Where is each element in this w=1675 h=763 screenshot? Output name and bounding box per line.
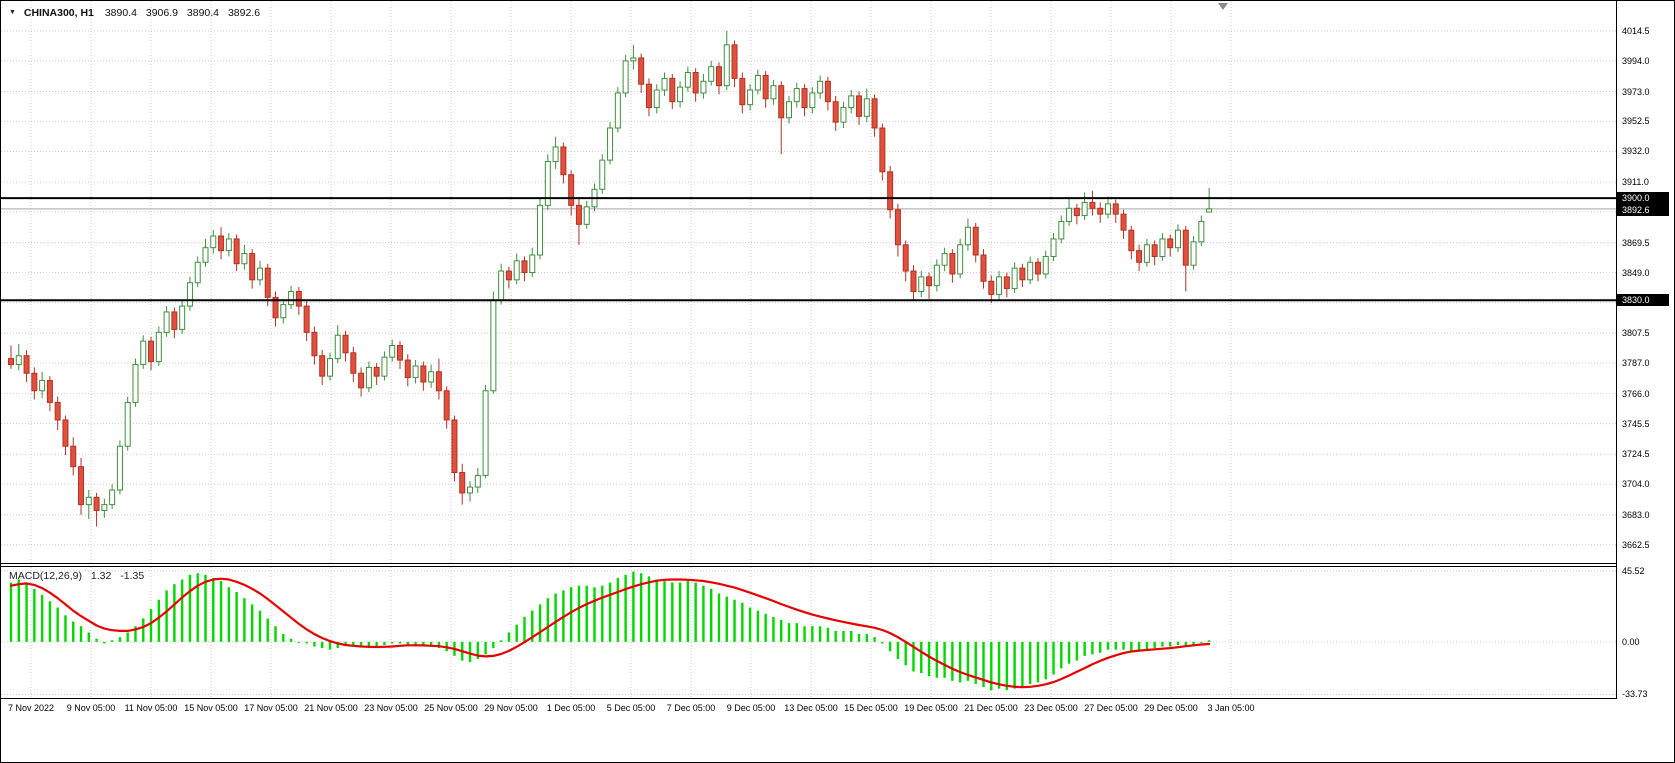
time-axis-divider-line [1,698,1616,699]
macd-main-value: 1.32 [90,570,112,582]
price-axis-separator [1616,1,1617,699]
price-level-badge: 3830.0 [1617,294,1669,307]
macd-signal-value: -1.35 [120,570,145,582]
time-axis[interactable]: 7 Nov 2022 9 Nov 05:00 11 Nov 05:00 15 Nov … [1,699,1616,721]
price-tick-label: 3704.0 [1622,479,1650,490]
time-tick-label: 29 Dec 05:00 [1144,703,1198,713]
time-tick-label: 17 Nov 05:00 [244,703,298,713]
main-chart-canvas[interactable] [1,1,1616,563]
time-tick-label: 21 Dec 05:00 [964,703,1018,713]
price-tick-label: 3932.0 [1622,146,1650,157]
macd-pane-canvas[interactable] [1,567,1616,698]
time-tick-label: 3 Jan 05:00 [1207,703,1255,713]
time-tick-label: 23 Nov 05:00 [364,703,418,713]
price-tick-label: 3683.0 [1622,509,1650,520]
price-level-badge: 3900.0 [1617,192,1669,205]
price-tick-label: 3787.0 [1622,358,1650,368]
macd-tick-label: 0.00 [1622,636,1640,647]
time-tick-label: 27 Dec 05:00 [1084,703,1138,713]
time-tick-label: 5 Dec 05:00 [606,703,656,713]
ohlc-open-value: 3890.4 [104,7,137,19]
price-tick-label: 3724.5 [1622,449,1650,460]
time-tick-label: 7 Dec 05:00 [666,703,716,713]
pane-divider-line[interactable] [1,563,1616,564]
time-tick-label: 25 Nov 05:00 [424,703,478,713]
macd-name-label: MACD(12,26,9) [9,570,82,582]
macd-indicator-label: MACD(12,26,9) 1.32 -1.35 [9,570,144,582]
price-tick-label: 3745.5 [1622,418,1650,429]
price-tick-label: 3952.5 [1622,116,1650,127]
chart-shift-marker[interactable] [1218,3,1228,10]
time-tick-label: 11 Nov 05:00 [124,703,178,713]
macd-tick-label: -33.73 [1622,689,1648,700]
time-tick-label: 19 Dec 05:00 [904,703,958,713]
price-tick-label: 3973.0 [1622,86,1650,97]
price-tick-label: 3994.0 [1622,55,1650,66]
time-tick-label: 29 Nov 05:00 [484,703,538,713]
time-tick-label: 9 Nov 05:00 [66,703,116,713]
time-tick-label: 1 Dec 05:00 [546,703,596,713]
time-tick-label: 13 Dec 05:00 [784,703,838,713]
price-tick-label: 4014.5 [1622,25,1650,36]
time-tick-label: 21 Nov 05:00 [304,703,358,713]
price-axis[interactable]: 4014.5 3994.0 3973.0 3952.5 3932.0 3911.0 3869… [1617,1,1674,762]
price-tick-label: 3849.0 [1622,267,1650,278]
price-tick-label: 3766.0 [1622,388,1650,399]
price-tick-label: 3869.5 [1622,237,1650,248]
symbol-ohlc-readout: ▼ CHINA300, H1 3890.4 3906.9 3890.4 3892… [9,7,266,19]
time-tick-label: 23 Dec 05:00 [1024,703,1078,713]
time-tick-label: 7 Nov 2022 [7,703,55,713]
time-tick-label: 9 Dec 05:00 [726,703,776,713]
macd-tick-label: 45.52 [1622,565,1645,576]
ohlc-close-value: 3892.6 [227,7,261,19]
chevron-down-icon[interactable]: ▼ [9,9,16,16]
pane-divider-line[interactable] [1,566,1616,567]
price-tick-label: 3807.5 [1622,328,1650,339]
time-tick-label: 15 Nov 05:00 [184,703,238,713]
time-tick-label: 15 Dec 05:00 [844,703,898,713]
ohlc-low-value: 3890.4 [186,7,220,19]
ohlc-high-value: 3906.9 [145,7,178,19]
symbol-timeframe-label: CHINA300, H1 [23,7,94,19]
price-tick-label: 3911.0 [1622,177,1649,187]
current-price-badge: 3892.6 [1617,203,1669,216]
price-tick-label: 3662.5 [1622,539,1650,550]
